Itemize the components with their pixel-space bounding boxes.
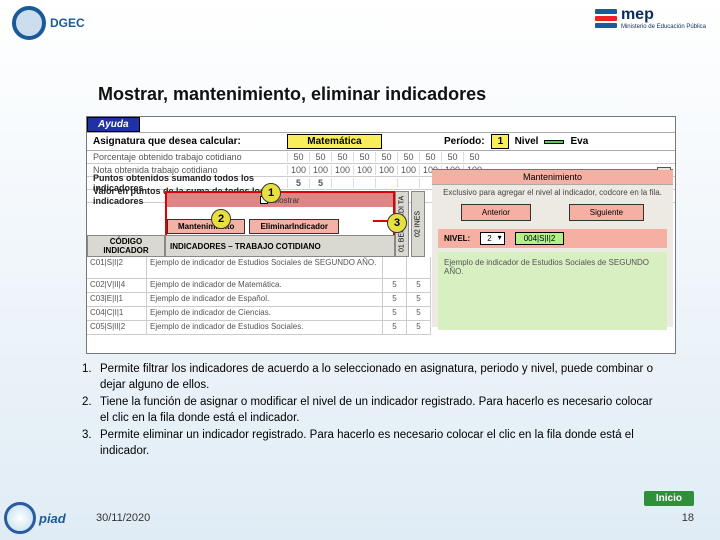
siguiente-button[interactable]: Siguiente xyxy=(569,204,644,221)
callout-1: 1 xyxy=(261,183,281,203)
col-student-2: 02 INES xyxy=(411,191,425,257)
cell-text: Ejemplo de indicador de Español. xyxy=(147,293,383,306)
mep-subtext: Ministerio de Educación Pública xyxy=(621,24,706,30)
stat-cell: 50 xyxy=(375,152,397,162)
periodo-label: Período: xyxy=(438,136,491,147)
stat-cell: 5 xyxy=(309,178,331,188)
inicio-button[interactable]: Inicio xyxy=(644,491,694,506)
piad-icon xyxy=(4,502,36,534)
piad-text: piad xyxy=(39,511,66,526)
dgec-icon xyxy=(12,6,46,40)
cell-codigo: C02|V|II|4 xyxy=(87,279,147,292)
stat-cell xyxy=(331,178,353,188)
note-num-2: 2. xyxy=(82,395,100,426)
stat-cell: 100 xyxy=(309,165,331,175)
logo-dgec: DGEC xyxy=(12,6,85,40)
cell-n1: 5 xyxy=(383,321,407,334)
footer-page: 18 xyxy=(682,512,694,524)
stat-cell: 100 xyxy=(353,165,375,175)
cell-n1 xyxy=(383,257,407,278)
callout-3: 3 xyxy=(387,213,407,233)
highlight-frame xyxy=(165,191,395,239)
stat-cell: 5 xyxy=(287,178,309,188)
cell-text: Ejemplo de indicador de Estudios Sociale… xyxy=(147,321,383,334)
note-num-3: 3. xyxy=(82,428,100,459)
cell-n2: 5 xyxy=(407,293,431,306)
indicator-table: C01|S|I|2Ejemplo de indicador de Estudio… xyxy=(87,257,431,335)
stat-cell: 50 xyxy=(441,152,463,162)
stat-cell: 50 xyxy=(287,152,309,162)
stat-cell: 50 xyxy=(331,152,353,162)
anterior-button[interactable]: Anterior xyxy=(461,204,531,221)
stat-cell xyxy=(353,178,375,188)
cell-n2 xyxy=(407,257,431,278)
asignatura-label: Asignatura que desea calcular: xyxy=(87,136,287,147)
stat-cell: 50 xyxy=(419,152,441,162)
mant-nivel-label: NIVEL: xyxy=(444,234,470,243)
cell-n1: 5 xyxy=(383,279,407,292)
cell-n1: 5 xyxy=(383,307,407,320)
eva-label: Eva xyxy=(564,136,594,147)
col-codigo: CÓDIGOINDICADOR xyxy=(87,235,165,257)
stat-cell: 50 xyxy=(397,152,419,162)
nivel-label: Nivel xyxy=(509,136,545,147)
cell-codigo: C05|S|II|2 xyxy=(87,321,147,334)
dgec-text: DGEC xyxy=(50,16,85,30)
stat-cell xyxy=(397,178,419,188)
footer-date: 30/11/2020 xyxy=(96,512,150,524)
stat-cell: 100 xyxy=(287,165,309,175)
cell-text: Ejemplo de indicador de Estudios Sociale… xyxy=(147,257,383,278)
stat-row-1: Porcentaje obtenido trabajo cotidiano505… xyxy=(87,151,675,164)
col-indicadores: INDICADORES – TRABAJO COTIDIANO xyxy=(165,235,395,257)
mant-nivel-row: NIVEL: 2 004|S|I|2 xyxy=(438,229,667,248)
table-row[interactable]: C05|S|II|2Ejemplo de indicador de Estudi… xyxy=(87,321,431,335)
page-title: Mostrar, mantenimiento, eliminar indicad… xyxy=(98,84,486,105)
mantenimiento-panel: x Mantenimiento Exclusivo para agregar e… xyxy=(432,169,673,327)
cell-codigo: C01|S|I|2 xyxy=(87,257,147,278)
note-num-1: 1. xyxy=(82,362,100,393)
note-2: Tiene la función de asignar o modificar … xyxy=(100,395,662,426)
note-3: Permite eliminar un indicador registrado… xyxy=(100,428,662,459)
stat-cell: 100 xyxy=(331,165,353,175)
stat-cell: 100 xyxy=(397,165,419,175)
callout-2: 2 xyxy=(211,209,231,229)
mep-text: mep xyxy=(621,6,654,24)
periodo-value[interactable]: 1 xyxy=(491,134,509,149)
nivel-value[interactable] xyxy=(544,140,564,144)
cell-text: Ejemplo de indicador de Ciencias. xyxy=(147,307,383,320)
table-row[interactable]: C04|C|I|1Ejemplo de indicador de Ciencia… xyxy=(87,307,431,321)
cell-n2: 5 xyxy=(407,307,431,320)
logo-mep: mep Ministerio de Educación Pública xyxy=(595,6,706,30)
table-row[interactable]: C01|S|I|2Ejemplo de indicador de Estudio… xyxy=(87,257,431,279)
cell-n2: 5 xyxy=(407,321,431,334)
ayuda-button[interactable]: Ayuda xyxy=(87,117,140,132)
table-row[interactable]: C03|E|I|1Ejemplo de indicador de Español… xyxy=(87,293,431,307)
mant-nivel-select[interactable]: 2 xyxy=(480,232,504,245)
stat-cell: 50 xyxy=(463,152,485,162)
logo-piad: piad xyxy=(4,502,66,534)
asignatura-value[interactable]: Matemática xyxy=(287,134,382,149)
note-1: Permite filtrar los indicadores de acuer… xyxy=(100,362,662,393)
stat-cell: 50 xyxy=(309,152,331,162)
mant-example: Ejemplo de indicador de Estudios Sociale… xyxy=(438,252,667,330)
mant-nivel-code: 004|S|I|2 xyxy=(515,232,565,245)
notes-list: 1.Permite filtrar los indicadores de acu… xyxy=(82,362,662,461)
mep-bars-icon xyxy=(595,9,617,28)
stat-cell: 50 xyxy=(353,152,375,162)
table-row[interactable]: C02|V|II|4Ejemplo de indicador de Matemá… xyxy=(87,279,431,293)
cell-codigo: C04|C|I|1 xyxy=(87,307,147,320)
stat-cell xyxy=(375,178,397,188)
mant-subtitle: Exclusivo para agregar el nivel al indic… xyxy=(432,185,673,200)
cell-n2: 5 xyxy=(407,279,431,292)
cell-text: Ejemplo de indicador de Matemática. xyxy=(147,279,383,292)
mant-title: Mantenimiento xyxy=(432,170,673,185)
stat-cell: 100 xyxy=(375,165,397,175)
app-screenshot: Ayuda Asignatura que desea calcular: Mat… xyxy=(86,116,676,354)
cell-codigo: C03|E|I|1 xyxy=(87,293,147,306)
cell-n1: 5 xyxy=(383,293,407,306)
